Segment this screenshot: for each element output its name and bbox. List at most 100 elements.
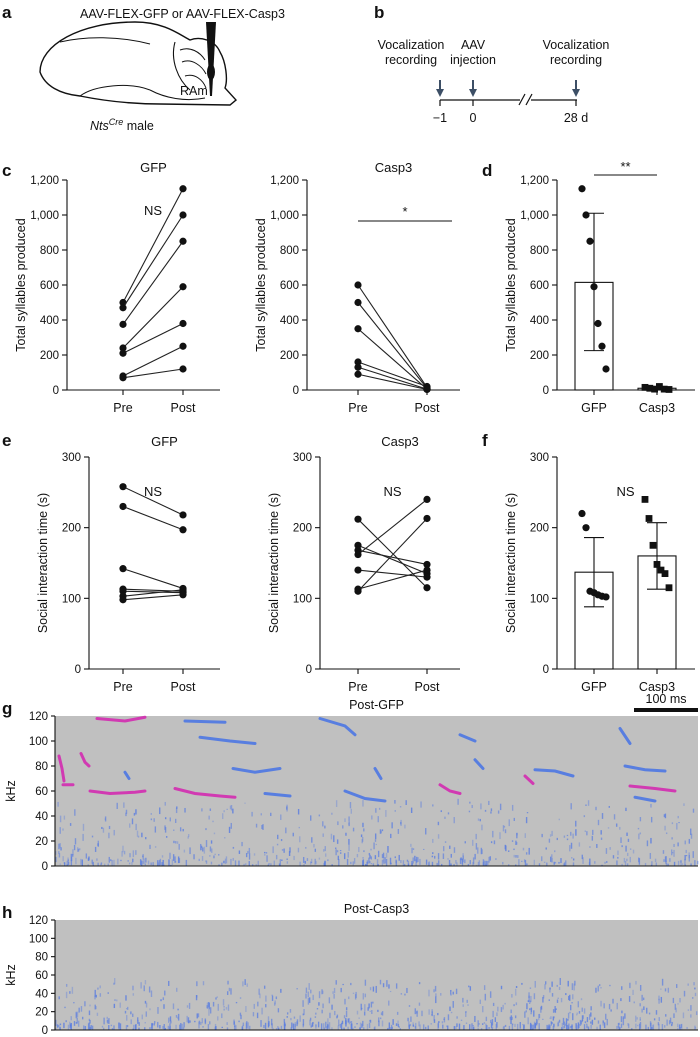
noise-mark	[425, 859, 428, 865]
noise-mark	[214, 1026, 217, 1029]
data-point-pre	[354, 370, 362, 378]
noise-mark	[624, 860, 627, 866]
noise-mark	[296, 988, 298, 990]
noise-mark	[77, 847, 79, 852]
noise-mark	[184, 807, 186, 813]
noise-mark	[242, 1025, 244, 1030]
data-point-pre	[119, 344, 127, 352]
noise-mark	[186, 1005, 189, 1008]
noise-mark	[113, 829, 115, 836]
noise-mark	[639, 1003, 641, 1007]
noise-mark	[492, 830, 494, 838]
noise-mark	[462, 997, 464, 1003]
noise-mark	[548, 838, 551, 843]
noise-mark	[257, 860, 259, 866]
noise-mark	[131, 818, 134, 825]
noise-mark	[230, 988, 232, 995]
noise-mark	[334, 1010, 336, 1016]
noise-mark	[363, 850, 365, 853]
noise-mark	[299, 861, 301, 866]
noise-mark	[286, 858, 288, 860]
panel-label-d: d	[482, 161, 492, 180]
noise-mark	[410, 1016, 412, 1022]
noise-mark	[486, 1025, 488, 1030]
noise-mark	[345, 1017, 347, 1025]
x-tick-label: Post	[170, 680, 196, 694]
noise-mark	[196, 1013, 198, 1019]
noise-mark	[94, 989, 96, 997]
noise-mark	[102, 1027, 105, 1030]
noise-mark	[477, 818, 480, 821]
noise-mark	[530, 995, 532, 1003]
noise-mark	[94, 995, 96, 1000]
noise-mark	[530, 1007, 533, 1013]
noise-mark	[75, 1022, 78, 1024]
data-point-post	[423, 560, 431, 569]
x-tick-label: Pre	[113, 680, 133, 694]
noise-mark	[681, 863, 684, 866]
y-tick-label: 20	[35, 1007, 48, 1019]
data-point-post	[179, 319, 187, 328]
noise-mark	[111, 860, 113, 866]
noise-mark	[315, 1025, 317, 1027]
noise-mark	[344, 818, 346, 823]
noise-mark	[223, 860, 225, 864]
noise-mark	[544, 981, 547, 985]
noise-mark	[538, 863, 541, 866]
noise-mark	[356, 853, 359, 858]
noise-mark	[553, 1016, 555, 1019]
noise-mark	[205, 860, 208, 864]
y-tick-label: 40	[35, 988, 48, 1000]
noise-mark	[66, 864, 68, 866]
noise-mark	[381, 859, 384, 866]
noise-mark	[529, 1008, 531, 1011]
noise-mark	[145, 837, 147, 840]
noise-mark	[650, 816, 653, 823]
noise-mark	[513, 1004, 515, 1007]
noise-mark	[469, 801, 471, 804]
noise-mark	[568, 995, 570, 1001]
noise-mark	[113, 1025, 115, 1030]
noise-mark	[229, 805, 232, 810]
spectrogram-title: Post-Casp3	[344, 902, 409, 916]
y-tick-label: 20	[35, 836, 48, 848]
noise-mark	[321, 1009, 323, 1014]
noise-mark	[247, 1022, 249, 1029]
noise-mark	[264, 1022, 267, 1030]
data-point	[578, 185, 586, 193]
noise-mark	[278, 1027, 280, 1030]
noise-mark	[478, 1023, 480, 1025]
noise-mark	[299, 836, 301, 843]
noise-mark	[552, 1009, 555, 1013]
noise-mark	[157, 1021, 159, 1028]
noise-mark	[637, 857, 640, 863]
noise-mark	[106, 1016, 108, 1020]
noise-mark	[437, 853, 440, 860]
noise-mark	[503, 825, 506, 828]
noise-mark	[623, 857, 626, 863]
noise-mark	[617, 850, 619, 856]
noise-mark	[69, 991, 71, 994]
data-point-pre	[354, 281, 362, 289]
tick-label: 28 d	[564, 111, 588, 125]
noise-mark	[635, 1023, 637, 1029]
event-3-line-1: Vocalization	[543, 38, 610, 52]
noise-mark	[595, 987, 597, 993]
noise-mark	[214, 1027, 217, 1030]
noise-mark	[302, 856, 305, 863]
noise-mark	[551, 1021, 553, 1025]
noise-mark	[571, 857, 573, 859]
noise-mark	[355, 991, 357, 998]
noise-mark	[514, 1023, 516, 1028]
noise-mark	[226, 808, 228, 810]
panel-label-b: b	[374, 3, 384, 22]
noise-mark	[384, 857, 386, 864]
vector-label: AAV-FLEX-GFP or AAV-FLEX-Casp3	[80, 7, 285, 21]
noise-mark	[684, 864, 686, 866]
noise-mark	[467, 1004, 469, 1006]
noise-mark	[289, 1009, 292, 1013]
noise-mark	[649, 852, 652, 859]
noise-mark	[264, 851, 266, 854]
noise-mark	[294, 1023, 296, 1030]
noise-mark	[540, 1005, 543, 1010]
